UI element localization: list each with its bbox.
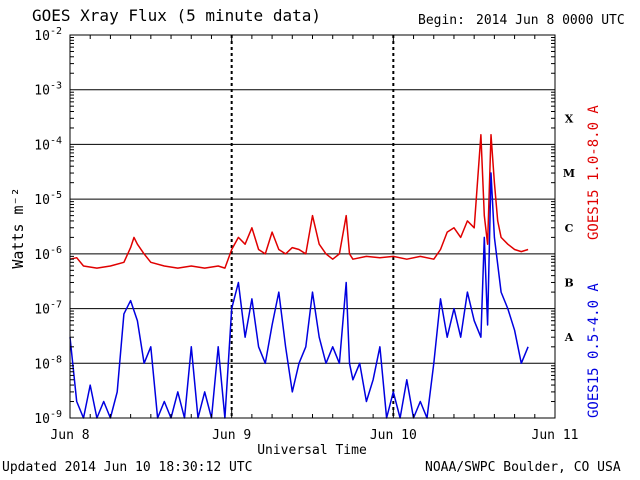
plot-frame <box>69 34 556 419</box>
y-tick-label: 10-6 <box>34 245 62 263</box>
flare-class-label: B <box>564 276 573 289</box>
y-tick-label: 10-8 <box>34 354 62 372</box>
y-tick-label: 10-4 <box>34 135 62 153</box>
series-1-legend: GOES15 1.0-8.0 A <box>586 105 602 240</box>
flare-class-label: A <box>564 331 574 344</box>
y-axis-label: Watts m⁻² <box>9 187 27 268</box>
begin-value: 2014 Jun 8 0000 UTC <box>476 13 625 28</box>
x-axis-label: Universal Time <box>257 443 367 458</box>
begin-label: Begin: <box>418 13 465 28</box>
flare-class-label: X <box>565 112 574 125</box>
x-tick-label: Jun 10 <box>370 428 417 443</box>
series-line-2 <box>69 172 529 419</box>
updated-timestamp: Updated 2014 Jun 10 18:30:12 UTC <box>2 460 253 475</box>
y-tick-label: 10-7 <box>34 300 62 318</box>
flare-class-label: M <box>563 167 575 180</box>
x-tick-label: Jun 8 <box>50 428 89 443</box>
x-tick-label: Jun 11 <box>532 428 579 443</box>
x-tick-label: Jun 9 <box>212 428 251 443</box>
y-tick-label: 10-9 <box>34 409 62 427</box>
credit-text: NOAA/SWPC Boulder, CO USA <box>425 460 621 475</box>
chart-title: GOES Xray Flux (5 minute data) <box>32 6 321 25</box>
grid-layer <box>70 34 555 419</box>
series-2-legend: GOES15 0.5-4.0 A <box>586 283 602 418</box>
series-layer <box>69 134 529 419</box>
y-tick-label: 10-5 <box>34 190 62 208</box>
axis-layer: 10-9 10-8 10-7 10-6 10-5 10-4 10-3 10-2 Jun 8 Jun… <box>34 26 578 443</box>
y-tick-label: 10-2 <box>34 26 62 44</box>
series-line-1 <box>69 134 529 269</box>
y-tick-label: 10-3 <box>34 81 62 99</box>
flare-class-label: C <box>565 222 574 235</box>
